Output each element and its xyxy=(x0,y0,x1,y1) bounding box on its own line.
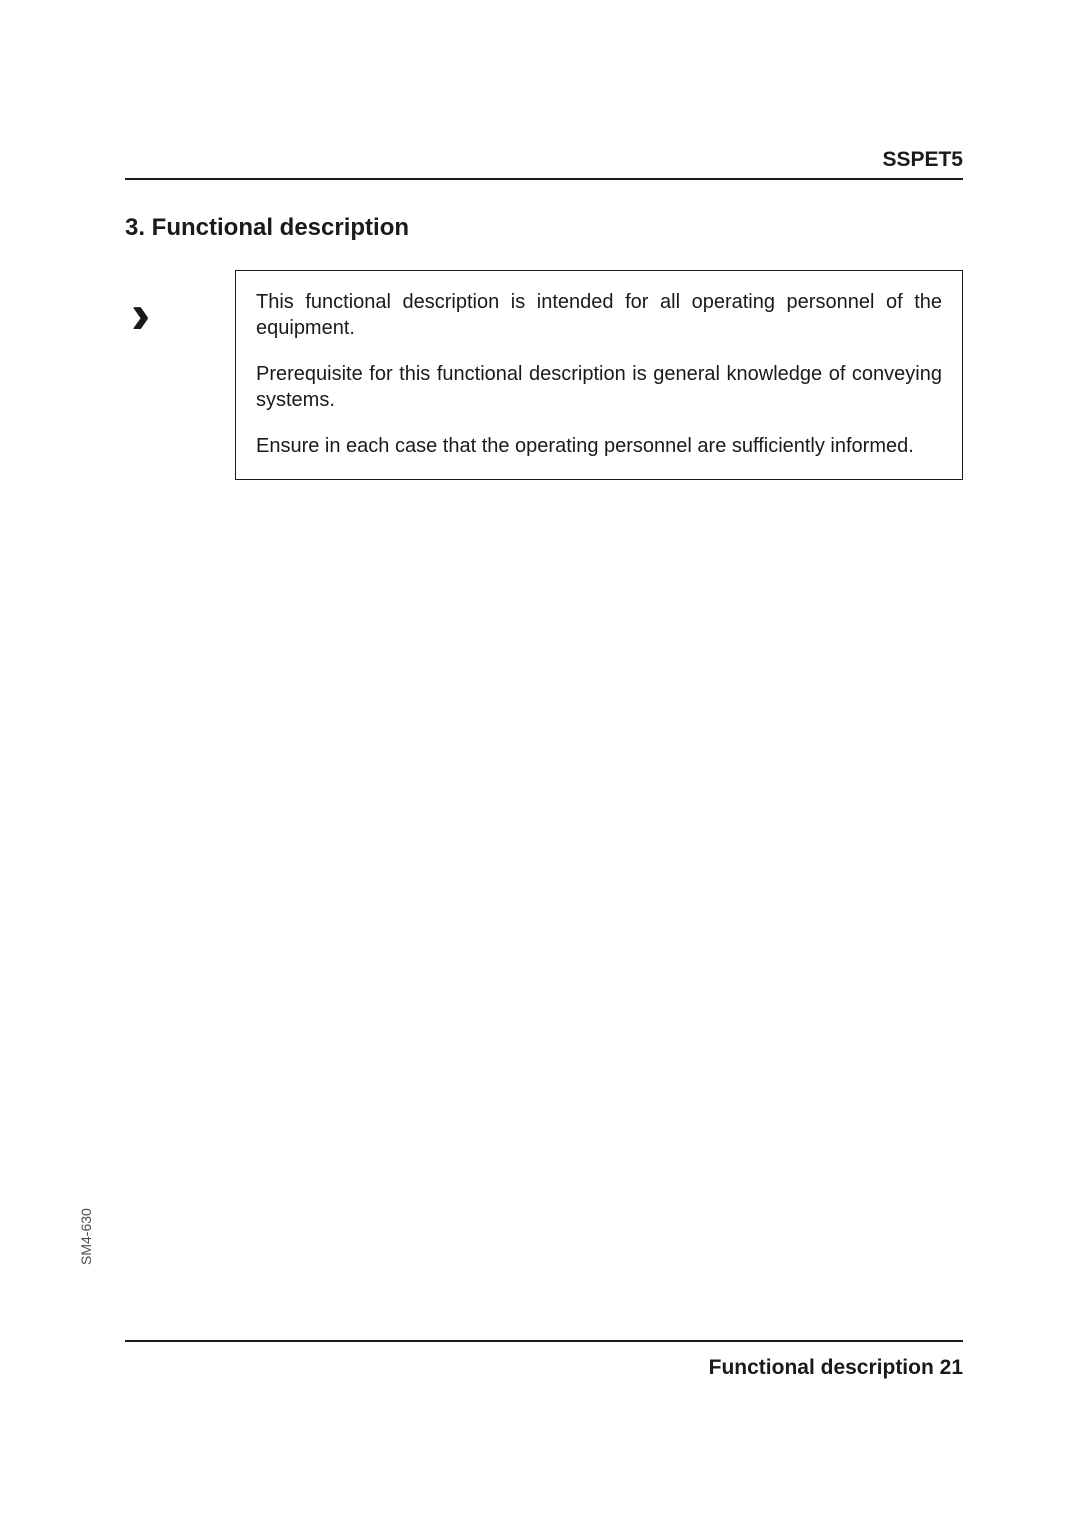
info-paragraph-3: Ensure in each case that the operating p… xyxy=(256,433,942,459)
icon-column: ›› xyxy=(125,270,235,342)
page-content: SSPET5 3. Functional description ›› This… xyxy=(125,148,963,480)
side-document-code: SM4-630 xyxy=(78,1208,94,1265)
double-chevron-icon: ›› xyxy=(125,286,235,342)
footer-label: Functional description 21 xyxy=(125,1356,963,1380)
section-heading: 3. Functional description xyxy=(125,214,963,242)
content-row: ›› This functional description is intend… xyxy=(125,270,963,480)
info-box: This functional description is intended … xyxy=(235,270,963,480)
info-box-column: This functional description is intended … xyxy=(235,270,963,480)
info-paragraph-1: This functional description is intended … xyxy=(256,289,942,341)
info-paragraph-2: Prerequisite for this functional descrip… xyxy=(256,361,942,413)
footer-rule xyxy=(125,1340,963,1342)
document-code: SSPET5 xyxy=(882,148,963,172)
header-rule xyxy=(125,178,963,180)
page-footer: Functional description 21 xyxy=(125,1340,963,1380)
page-header: SSPET5 xyxy=(125,148,963,200)
